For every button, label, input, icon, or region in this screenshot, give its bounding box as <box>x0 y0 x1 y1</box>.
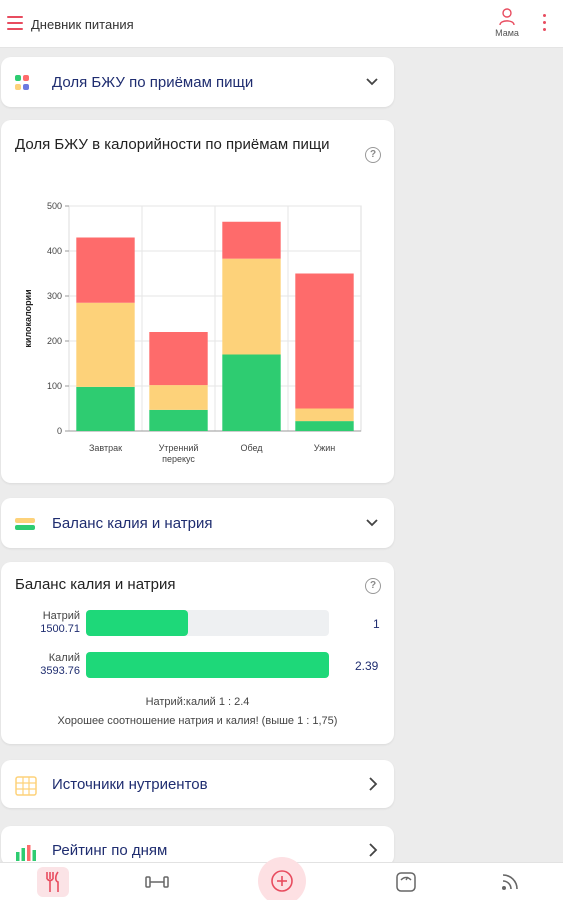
y-tick-label: 400 <box>47 246 62 256</box>
x-tick-label: Завтрак <box>89 443 122 453</box>
potassium-label: Калий <box>48 652 80 664</box>
balance-title: Баланс калия и натрия <box>15 576 176 593</box>
balance-section-header[interactable]: Баланс калия и натрия <box>1 498 394 548</box>
bar-segment-2 <box>222 221 281 259</box>
profile-button[interactable]: Мама <box>490 8 524 38</box>
rss-icon <box>502 874 518 890</box>
balance-card: Баланс калия и натрия ? Натрий 1500.71 1… <box>1 562 394 744</box>
nav-diary[interactable] <box>37 867 69 897</box>
chevron-down-icon <box>366 519 378 527</box>
chevron-down-icon <box>366 78 378 86</box>
y-tick-label: 0 <box>57 426 62 436</box>
daily-rating-row[interactable]: Рейтинг по дням <box>1 826 394 866</box>
help-icon[interactable]: ? <box>365 147 381 163</box>
table-grid-icon <box>15 776 37 796</box>
nav-scale[interactable] <box>390 867 422 897</box>
nav-workout[interactable] <box>141 867 173 897</box>
x-tick-label: перекус <box>162 454 195 464</box>
bar-segment-1 <box>76 302 135 387</box>
chevron-right-icon <box>369 843 378 857</box>
y-tick-label: 100 <box>47 381 62 391</box>
potassium-bar-track <box>86 652 329 678</box>
bar-chart-icon <box>16 845 36 861</box>
nutrient-sources-row[interactable]: Источники нутриентов <box>1 760 394 808</box>
more-options-icon[interactable] <box>540 14 548 36</box>
plus-circle-icon <box>271 870 293 892</box>
potassium-bar-fill <box>86 652 329 678</box>
balance-stripes-icon <box>15 518 35 530</box>
bar-segment-1 <box>222 258 281 355</box>
bar-segment-1 <box>149 385 208 410</box>
help-icon[interactable]: ? <box>365 578 381 594</box>
user-icon <box>499 8 515 26</box>
ratio-text: Натрий:калий 1 : 2.4 <box>145 696 250 708</box>
ratio-comment: Хорошее соотношение натрия и калия! (выш… <box>57 715 338 727</box>
daily-rating-title: Рейтинг по дням <box>52 842 168 859</box>
y-tick-label: 200 <box>47 336 62 346</box>
x-tick-label: Утренний <box>159 443 199 453</box>
sodium-label: Натрий <box>42 610 80 622</box>
bar-segment-0 <box>295 421 354 431</box>
macro-blocks-icon <box>15 75 29 90</box>
bar-segment-2 <box>76 237 135 303</box>
sodium-value: 1500.71 <box>40 623 80 635</box>
bar-segment-2 <box>295 273 354 409</box>
potassium-value: 3593.76 <box>40 665 80 677</box>
y-tick-label: 300 <box>47 291 62 301</box>
sodium-label-group: Натрий 1500.71 <box>14 610 80 636</box>
scale-icon <box>396 872 416 892</box>
nav-add[interactable] <box>258 857 306 900</box>
hamburger-menu-icon[interactable] <box>7 16 23 30</box>
chevron-right-icon <box>369 777 378 791</box>
potassium-ratio: 2.39 <box>355 659 379 673</box>
bar-segment-0 <box>222 354 281 431</box>
bottom-navigation <box>0 857 563 900</box>
y-tick-label: 500 <box>47 201 62 211</box>
nutrient-sources-title: Источники нутриентов <box>52 776 208 793</box>
bar-segment-1 <box>295 408 354 422</box>
bar-segment-0 <box>76 386 135 431</box>
fork-knife-icon <box>46 871 59 892</box>
chart-title: Доля БЖУ в калорийности по приёмам пищи <box>15 136 330 153</box>
bar-segment-0 <box>149 409 208 431</box>
bju-section-header[interactable]: Доля БЖУ по приёмам пищи <box>1 57 394 107</box>
sodium-bar-track <box>86 610 329 636</box>
app-title: Дневник питания <box>31 17 134 32</box>
x-tick-label: Ужин <box>314 443 335 453</box>
balance-section-title: Баланс калия и натрия <box>52 515 213 532</box>
nav-feed[interactable] <box>494 867 526 897</box>
bju-section-title: Доля БЖУ по приёмам пищи <box>52 74 254 91</box>
dumbbell-icon <box>145 876 169 888</box>
bar-segment-2 <box>149 332 208 386</box>
profile-name: Мама <box>495 28 519 38</box>
top-bar: Дневник питания Мама <box>0 0 563 48</box>
bju-chart-card: Доля БЖУ в калорийности по приёмам пищи … <box>1 120 394 483</box>
sodium-ratio: 1 <box>373 617 380 631</box>
y-axis-label: килокалории <box>23 289 33 347</box>
sodium-bar-fill <box>86 610 189 636</box>
x-tick-label: Обед <box>240 443 263 453</box>
potassium-label-group: Калий 3593.76 <box>14 652 80 678</box>
